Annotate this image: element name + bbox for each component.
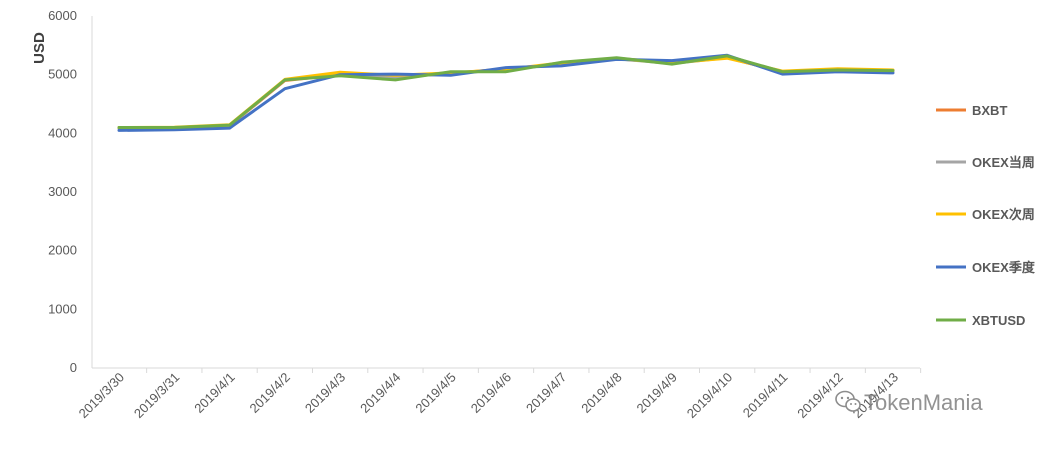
- legend-label: XBTUSD: [972, 313, 1025, 328]
- y-tick-label: 5000: [48, 67, 77, 82]
- x-tick-label: 2019/4/2: [247, 370, 293, 416]
- x-tick-label: 2019/4/1: [191, 370, 237, 416]
- y-tick-label: 6000: [48, 8, 77, 23]
- legend-label: BXBT: [972, 103, 1007, 118]
- legend-label: OKEX季度: [972, 260, 1036, 275]
- y-tick-label: 0: [70, 360, 77, 375]
- x-tick-label: 2019/4/7: [523, 370, 569, 416]
- x-tick-label: 2019/4/5: [412, 370, 458, 416]
- x-tick-label: 2019/4/6: [468, 370, 514, 416]
- series-layer: [117, 53, 895, 132]
- x-tick-label: 2019/4/11: [740, 370, 791, 421]
- legend: BXBT OKEX当周 OKEX次周 OKEX季度 XBTUSD: [936, 103, 1036, 328]
- y-tick-label: 4000: [48, 125, 77, 140]
- y-tick-label: 1000: [48, 301, 77, 316]
- y-axis-label: USD: [31, 32, 48, 64]
- series-line-5: [117, 54, 895, 129]
- watermark-text: TokenMania: [864, 390, 983, 415]
- x-tick-label: 2019/4/9: [634, 370, 680, 416]
- watermark: TokenMania: [835, 390, 983, 415]
- x-tick-label: 2019/3/30: [76, 370, 128, 422]
- x-tick-label: 2019/4/3: [302, 370, 348, 416]
- x-tick-label: 2019/3/31: [131, 370, 183, 422]
- legend-label: OKEX次周: [972, 207, 1035, 222]
- x-tick-label: 2019/4/8: [578, 370, 624, 416]
- y-tick-label: 2000: [48, 243, 77, 258]
- wechat-icon: [835, 390, 861, 412]
- y-tick-label: 3000: [48, 184, 77, 199]
- legend-label: OKEX当周: [972, 155, 1035, 170]
- x-tick-label: 2019/4/4: [357, 370, 403, 416]
- x-tick-label: 2019/4/10: [684, 370, 736, 422]
